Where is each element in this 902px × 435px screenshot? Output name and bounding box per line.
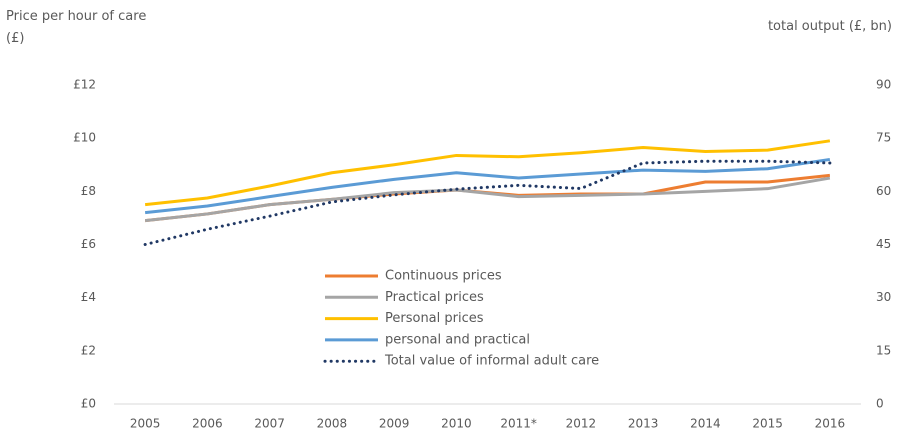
legend-label: Continuous prices [385, 269, 502, 284]
y-tick-label: £6 [81, 237, 96, 251]
series-line [144, 173, 831, 223]
y2-tick-label: 75 [876, 131, 891, 145]
y-tick-label: £12 [73, 78, 96, 92]
y2-tick-label: 30 [876, 290, 891, 304]
x-tick-label: 2016 [815, 417, 846, 431]
y-tick-label: £4 [81, 290, 96, 304]
series-line [144, 176, 831, 223]
y-axis-label: Price per hour of care (£) [6, 9, 147, 46]
y-tick-label: £2 [81, 343, 96, 357]
legend-label: Practical prices [385, 290, 484, 305]
series-line [144, 139, 831, 207]
x-tick-label: 2013 [628, 417, 659, 431]
x-tick-label: 2010 [441, 417, 472, 431]
x-tick-label: 2005 [130, 417, 161, 431]
legend-label: personal and practical [385, 332, 530, 347]
y2-tick-label: 60 [876, 184, 891, 198]
legend-label: Personal prices [385, 311, 484, 326]
x-tick-label: 2011* [500, 417, 537, 431]
y2-tick-label: 90 [876, 78, 891, 92]
x-tick-label: 2014 [690, 417, 721, 431]
y2-tick-label: 15 [876, 343, 891, 357]
series-line [143, 159, 832, 246]
y-tick-label: £8 [81, 184, 96, 198]
x-tick-label: 2007 [254, 417, 285, 431]
y-tick-label: £0 [81, 397, 96, 411]
series-line [144, 157, 831, 215]
y2-tick-label: 0 [876, 397, 884, 411]
x-tick-label: 2006 [192, 417, 223, 431]
y2-tick-label: 45 [876, 237, 891, 251]
legend-label: Total value of informal adult care [384, 354, 599, 369]
y2-axis-label: total output (£, bn) [767, 19, 892, 34]
x-tick-label: 2008 [317, 417, 348, 431]
y-tick-label: £10 [73, 131, 96, 145]
x-tick-label: 2012 [566, 417, 597, 431]
x-tick-label: 2015 [752, 417, 783, 431]
x-tick-label: 2009 [379, 417, 410, 431]
